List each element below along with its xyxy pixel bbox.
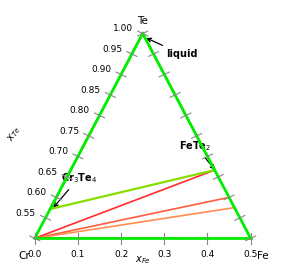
Text: 0.1: 0.1 (71, 250, 85, 259)
Text: 0.80: 0.80 (70, 106, 90, 115)
Text: 0.90: 0.90 (91, 65, 111, 75)
Text: Fe: Fe (257, 252, 269, 261)
Text: $x_{Te}$: $x_{Te}$ (5, 124, 23, 144)
Text: 0.65: 0.65 (37, 168, 57, 177)
Text: liquid: liquid (147, 38, 198, 59)
Text: 0.55: 0.55 (16, 209, 36, 218)
Text: 1.00: 1.00 (113, 24, 133, 33)
Text: $x_{Fe}$: $x_{Fe}$ (135, 254, 151, 266)
Text: 0.3: 0.3 (157, 250, 171, 259)
Text: 0.2: 0.2 (114, 250, 128, 259)
Text: 0.60: 0.60 (26, 188, 47, 197)
Text: Cr$_3$Te$_4$: Cr$_3$Te$_4$ (54, 171, 97, 207)
Text: 0.4: 0.4 (200, 250, 215, 259)
Text: 0.5: 0.5 (243, 250, 258, 259)
Text: 0.70: 0.70 (48, 147, 68, 156)
Text: 0.95: 0.95 (102, 45, 122, 54)
Text: 0.85: 0.85 (81, 86, 101, 95)
Text: FeTe$_2$: FeTe$_2$ (179, 139, 214, 169)
Text: 0.75: 0.75 (59, 127, 79, 136)
Text: Te: Te (137, 16, 148, 26)
Text: 0.0: 0.0 (28, 250, 42, 259)
Text: Cr: Cr (19, 252, 31, 261)
